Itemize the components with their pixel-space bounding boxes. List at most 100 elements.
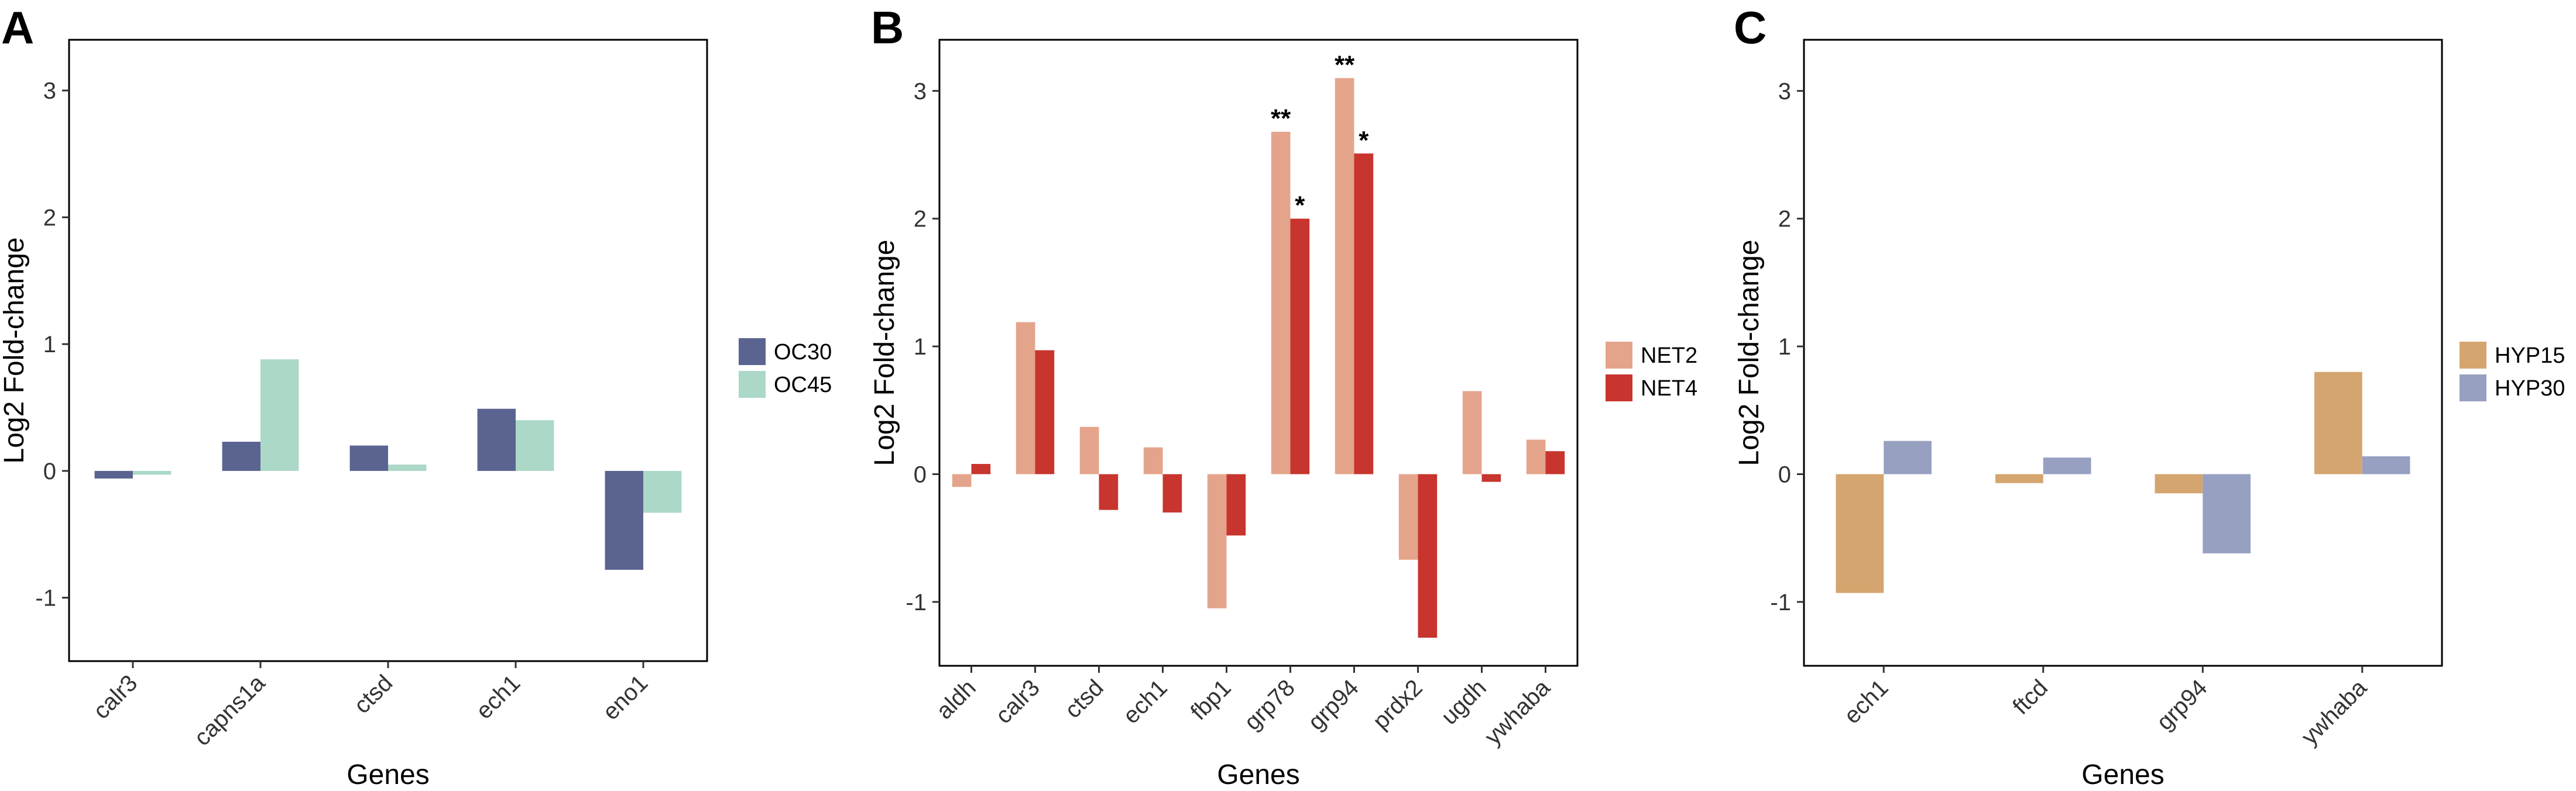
legend-label-oc30: OC30 (774, 340, 832, 364)
bar-net2-aldh (952, 474, 972, 487)
bar-oc45-ech1 (516, 420, 554, 471)
bar-net4-prdx2 (1418, 474, 1438, 638)
legend: HYP15 HYP30 (2460, 342, 2565, 401)
significance-label: ** (1335, 51, 1355, 80)
legend-label-oc45: OC45 (774, 373, 832, 397)
bar-oc30-eno1 (605, 470, 643, 570)
legend-swatch-hyp15 (2460, 342, 2486, 369)
bar-net2-ugdh (1462, 391, 1482, 474)
x-tick-label-ech1: ech1 (471, 670, 525, 724)
bar-net4-aldh (971, 463, 991, 474)
bar-net2-grp94 (1335, 78, 1354, 474)
bar-oc30-ctsd (349, 445, 388, 471)
bar-hyp15-ftcd (1995, 474, 2043, 483)
y-tick-label: 1 (43, 332, 56, 357)
panel-a: A -1 0 1 2 3 calr3 capns1a ctsd ech1 eno1 Genes Log2… (0, 2, 832, 790)
y-tick-label: 3 (914, 78, 927, 104)
bar-net2-ywhaba (1526, 439, 1546, 474)
x-tick-label-calr3: calr3 (990, 675, 1044, 728)
y-tick-label: -1 (1770, 590, 1791, 615)
bar-net2-ctsd (1079, 427, 1099, 474)
bar-net2-calr3 (1016, 322, 1035, 474)
x-axis-title: Genes (1217, 759, 1299, 790)
bar-oc30-capns1a (222, 442, 260, 471)
x-tick-label-fbp1: fbp1 (1186, 675, 1236, 725)
bar-net4-calr3 (1035, 350, 1055, 474)
y-axis-title: Log2 Fold-change (869, 240, 900, 466)
bar-oc45-eno1 (643, 470, 682, 513)
y-axis-title: Log2 Fold-change (0, 238, 30, 464)
x-tick-label-ech1: ech1 (1118, 675, 1172, 728)
x-tick-label-grp94: grp94 (2152, 675, 2212, 735)
bar-net4-fbp1 (1226, 474, 1246, 536)
x-tick-label-grp78: grp78 (1239, 675, 1299, 735)
legend-label-net4: NET4 (1641, 376, 1697, 401)
bar-hyp30-grp94 (2203, 474, 2251, 553)
x-tick-label-grp94: grp94 (1303, 675, 1363, 735)
bar-net4-grp78 (1290, 218, 1310, 474)
bar-net2-fbp1 (1207, 474, 1227, 608)
bar-net4-ech1 (1162, 474, 1182, 513)
bar-oc45-capns1a (260, 359, 299, 471)
y-tick-label: 3 (1778, 78, 1791, 104)
bar-hyp15-ywhaba (2314, 372, 2362, 474)
panel-letter: B (871, 2, 904, 53)
legend-swatch-net2 (1606, 342, 1632, 369)
panel-c: C -1 0 1 2 3 ech1 ftcd grp94 ywhaba Genes Log2 Fold… (1734, 2, 2565, 790)
bar-hyp15-grp94 (2155, 474, 2203, 494)
legend-label-hyp30: HYP30 (2495, 376, 2565, 401)
x-tick-label-ech1: ech1 (1839, 675, 1893, 728)
x-tick-label-ctsd: ctsd (1060, 675, 1109, 723)
x-tick-label-aldh: aldh (931, 675, 981, 724)
x-tick-label-eno1: eno1 (598, 670, 653, 725)
y-tick-label: -1 (35, 586, 56, 611)
bar-oc45-calr3 (133, 470, 171, 475)
bar-hyp15-ech1 (1836, 474, 1884, 593)
y-tick-label: 0 (914, 462, 927, 487)
y-tick-label: 1 (1778, 334, 1791, 360)
x-tick-label-ftcd: ftcd (2008, 675, 2053, 720)
x-tick-label-ctsd: ctsd (349, 670, 397, 718)
panel-letter: C (1734, 2, 1767, 53)
plot-frame (1803, 39, 2443, 667)
y-tick-label: 1 (914, 334, 927, 360)
bar-oc30-calr3 (94, 470, 133, 479)
bar-net4-ugdh (1481, 474, 1501, 482)
significance-label: * (1359, 126, 1369, 154)
bar-hyp30-ech1 (1884, 441, 1932, 474)
y-tick-label: -1 (905, 590, 927, 615)
x-tick-label-calr3: calr3 (88, 670, 142, 724)
y-tick-label: 0 (43, 459, 56, 484)
bar-oc45-ctsd (388, 465, 427, 471)
x-tick-label-capns1a: capns1a (189, 670, 270, 751)
legend-label-hyp15: HYP15 (2495, 343, 2565, 368)
bar-net2-ech1 (1143, 447, 1163, 474)
legend-swatch-net4 (1606, 374, 1632, 401)
legend-swatch-oc30 (739, 338, 766, 365)
y-tick-label: 3 (43, 78, 56, 104)
y-tick-label: 2 (914, 207, 927, 232)
legend-swatch-oc45 (739, 371, 766, 398)
x-tick-label-ywhaba: ywhaba (1480, 675, 1555, 750)
bar-net4-ywhaba (1545, 451, 1565, 474)
plot-frame (938, 39, 1579, 667)
bar-net4-ctsd (1099, 474, 1119, 510)
significance-label: * (1295, 191, 1305, 220)
x-tick-label-ywhaba: ywhaba (2297, 675, 2372, 750)
y-axis-title: Log2 Fold-change (1734, 240, 1765, 466)
legend-label-net2: NET2 (1641, 343, 1697, 368)
y-tick-label: 0 (1778, 462, 1791, 487)
x-tick-label-prdx2: prdx2 (1368, 675, 1428, 734)
y-tick-label: 2 (1778, 207, 1791, 232)
panel-letter: A (1, 2, 34, 53)
x-axis-title: Genes (2081, 759, 2164, 790)
bar-net4-grp94 (1354, 153, 1374, 474)
legend: OC30 OC45 (739, 338, 832, 398)
x-tick-label-ugdh: ugdh (1436, 675, 1491, 730)
y-tick-label: 2 (43, 205, 56, 231)
x-axis-title: Genes (347, 759, 429, 790)
bar-hyp30-ftcd (2043, 458, 2091, 474)
legend: NET2 NET4 (1606, 342, 1697, 401)
